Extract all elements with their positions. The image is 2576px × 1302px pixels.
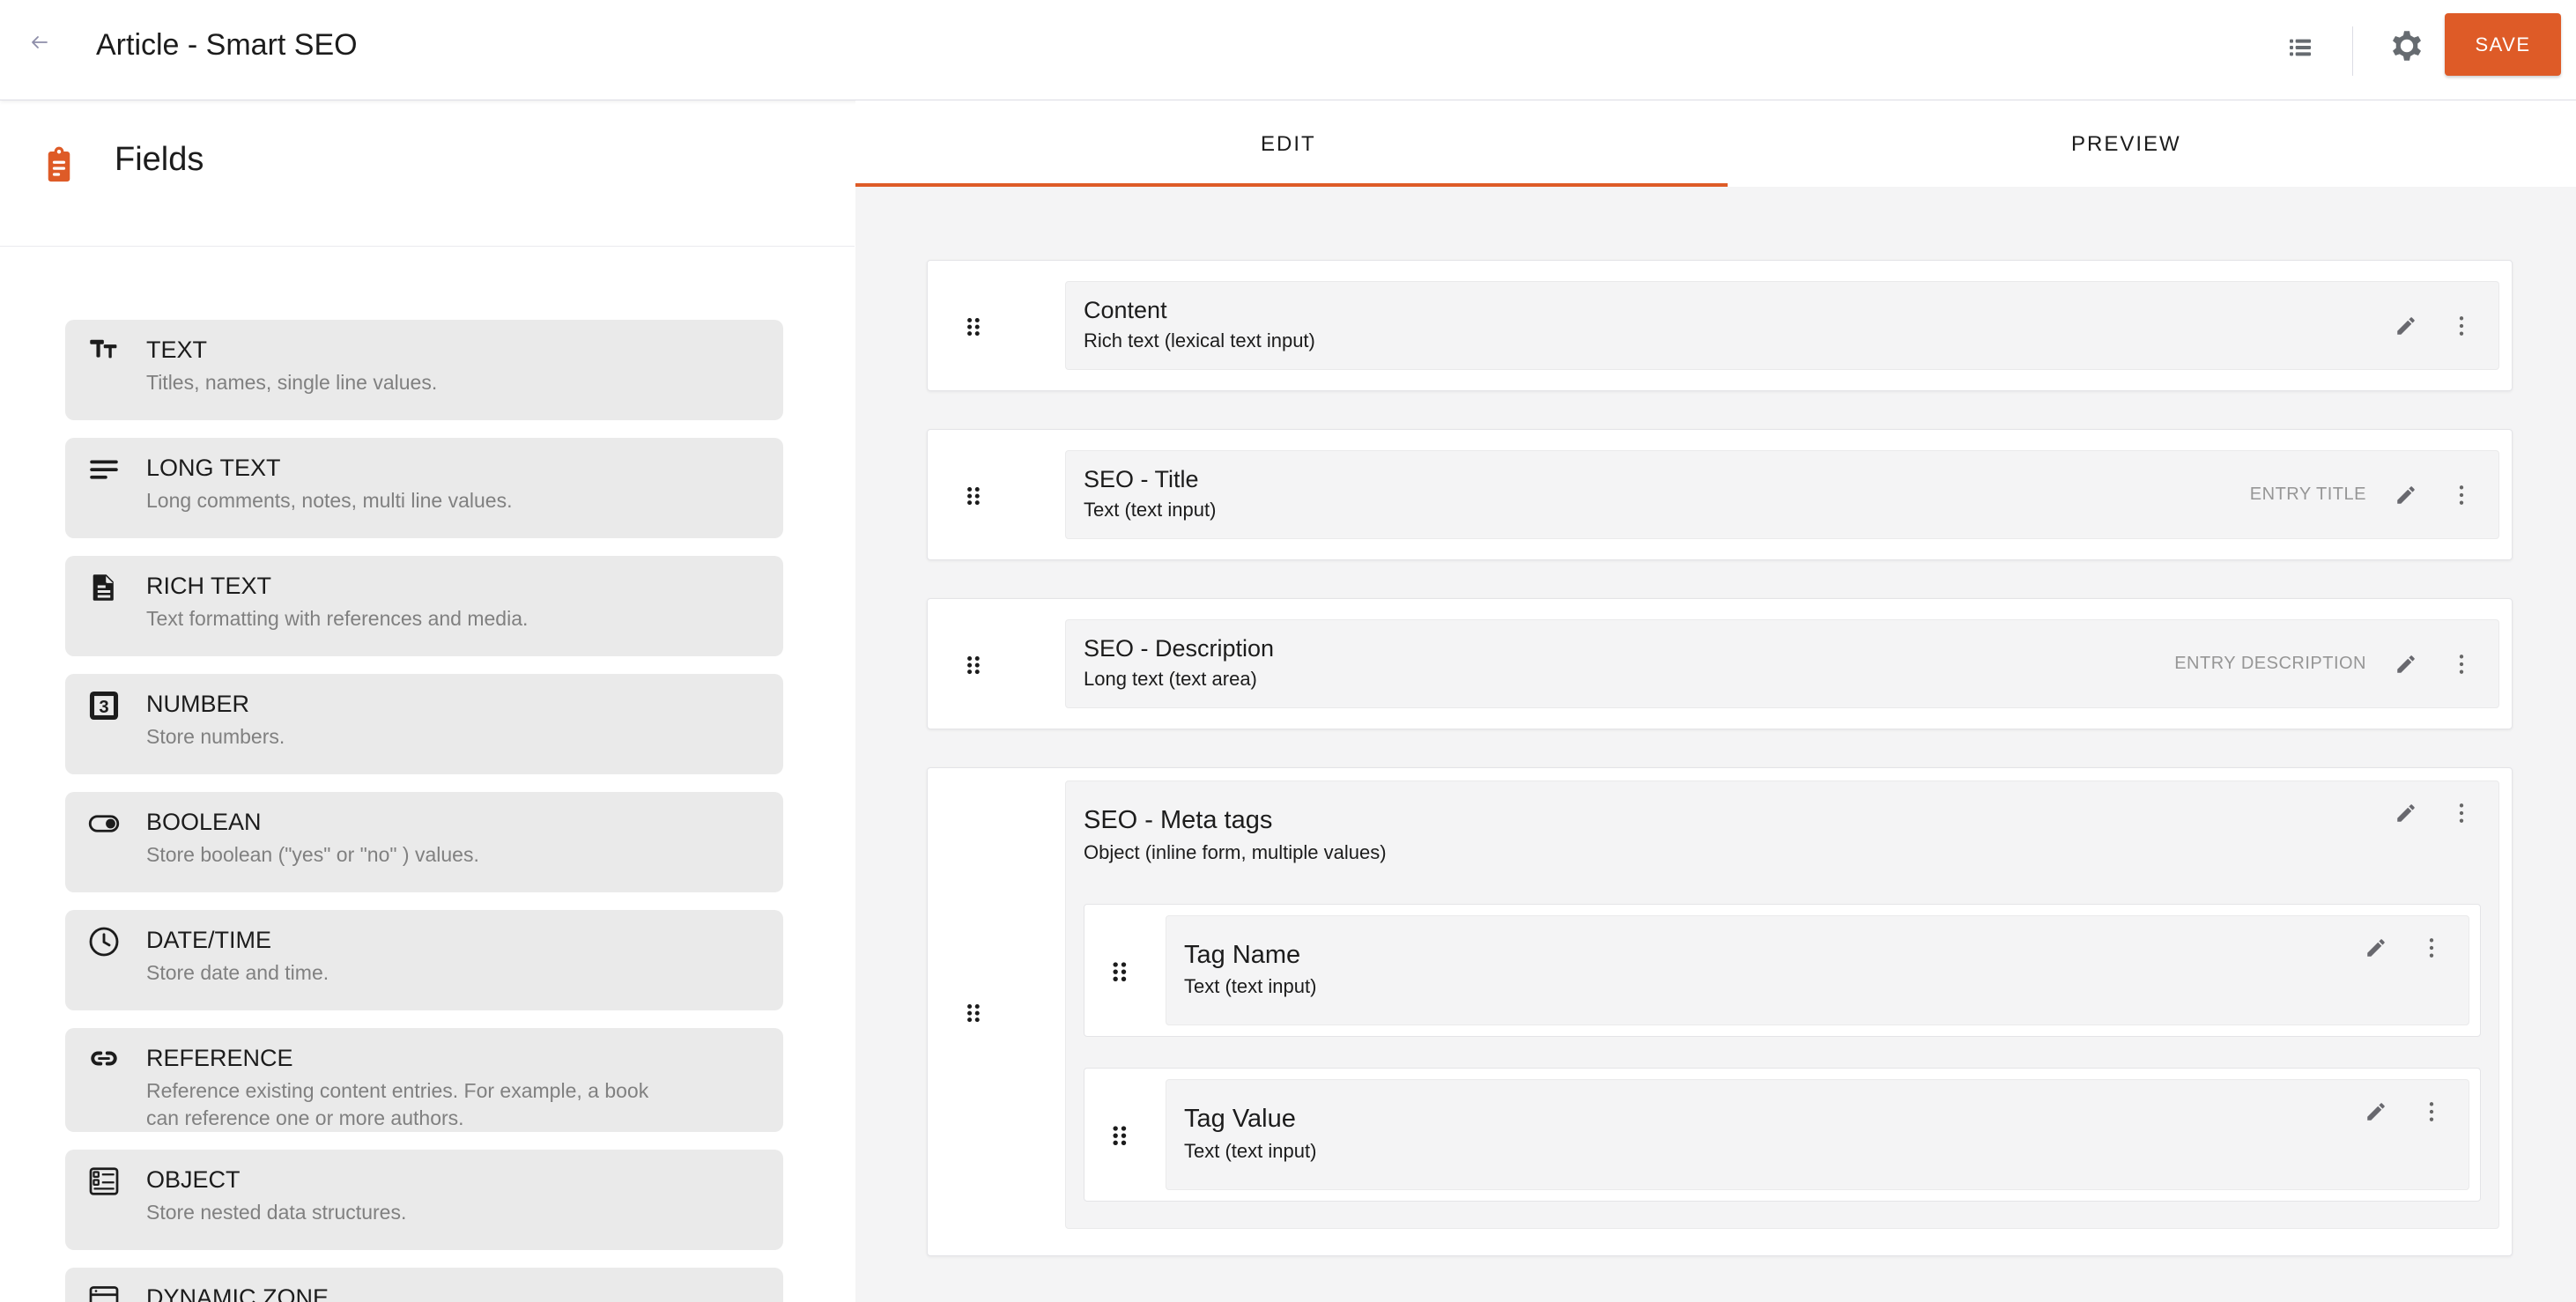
svg-text:3: 3: [99, 698, 108, 717]
